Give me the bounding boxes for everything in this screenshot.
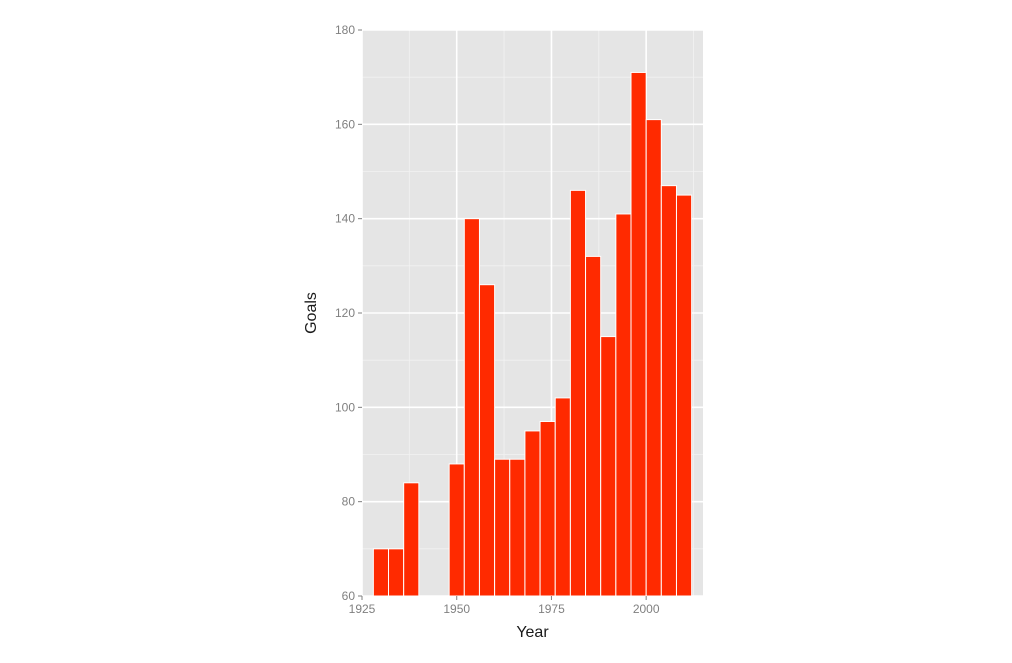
y-tick-label: 60	[342, 589, 356, 603]
y-tick-label: 120	[335, 306, 355, 320]
y-tick-label: 180	[335, 23, 355, 37]
bar	[524, 430, 541, 597]
x-tick-label: 1950	[443, 602, 470, 616]
bar	[554, 397, 571, 597]
y-axis: 60 80 100 120 140 160 180	[335, 23, 362, 603]
y-axis-title: Goals	[303, 292, 320, 334]
x-tick-label: 1975	[538, 602, 565, 616]
bar	[615, 213, 632, 597]
bar	[388, 548, 405, 597]
bar	[463, 218, 480, 597]
x-axis: 1925 1950 1975 2000	[349, 596, 660, 616]
y-tick-label: 160	[335, 117, 355, 131]
y-tick-label: 140	[335, 212, 355, 226]
y-tick-label: 100	[335, 400, 355, 414]
bar	[675, 194, 693, 597]
x-tick-label: 1925	[349, 602, 376, 616]
bar	[372, 548, 390, 597]
bar	[494, 458, 511, 597]
bar	[630, 71, 647, 597]
bar	[509, 458, 526, 597]
y-tick-label: 80	[342, 495, 356, 509]
x-tick-label: 2000	[633, 602, 660, 616]
x-axis-title: Year	[516, 624, 549, 641]
bar	[448, 463, 465, 597]
bar	[645, 119, 662, 597]
bar	[600, 336, 617, 597]
bar	[569, 189, 587, 597]
bar	[539, 420, 556, 597]
bar	[660, 185, 677, 597]
bars-group	[372, 71, 693, 597]
bar	[585, 255, 602, 597]
bar	[403, 482, 420, 597]
bar	[478, 284, 496, 597]
